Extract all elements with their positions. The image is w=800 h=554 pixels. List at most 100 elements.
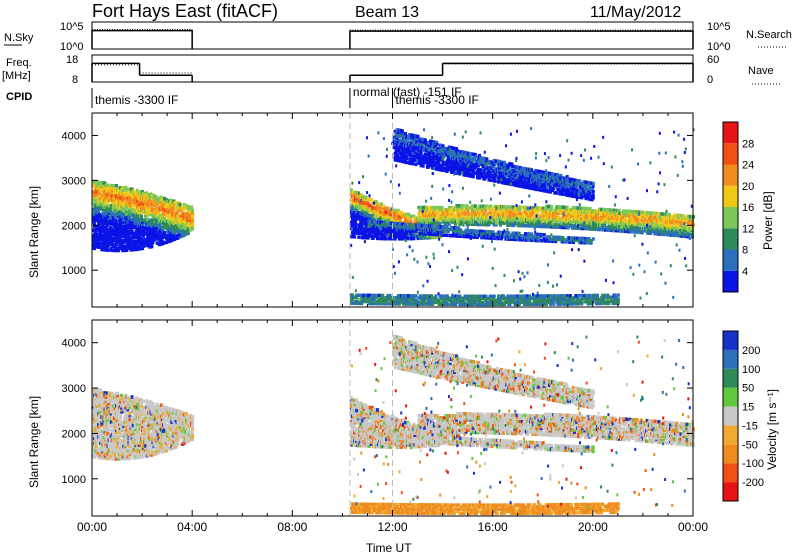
echo-cell: [349, 188, 353, 192]
echo-cell: [98, 182, 102, 187]
echo-cell: [102, 213, 106, 218]
echo-cell: [686, 230, 690, 235]
echo-cell: [363, 201, 367, 206]
echo-cell: [665, 212, 669, 217]
echo-cell: [505, 233, 509, 237]
freq-series: [91, 62, 694, 82]
echo-cell: [472, 166, 476, 171]
echo-cell: [473, 222, 477, 227]
echo-cell: [148, 237, 152, 241]
echo-cell: [371, 230, 375, 234]
echo-cell: [456, 165, 460, 170]
echo-cell: [423, 236, 427, 240]
echo-cell: [453, 166, 457, 171]
echo-cell: [535, 234, 539, 239]
echo-cell: [469, 174, 473, 178]
echo-cell: [688, 218, 692, 223]
echo-cell: [102, 185, 106, 189]
echo-cell: [147, 192, 151, 197]
echo-cell: [114, 196, 118, 200]
echo-cell: [416, 134, 420, 139]
echo-cell: [108, 185, 112, 190]
echo-cell: [625, 225, 629, 230]
echo-cell: [636, 214, 640, 218]
echo-cell: [441, 166, 445, 170]
echo-cell: [179, 208, 183, 212]
echo-cell: [411, 149, 415, 154]
echo-cell: [660, 212, 664, 216]
echo-cell: [155, 200, 159, 205]
echo-cell: [124, 185, 128, 190]
echo-cell: [407, 216, 411, 221]
echo-cell: [373, 218, 377, 222]
echo-cell: [491, 230, 495, 234]
echo-cell: [134, 213, 138, 217]
echo-cell: [402, 152, 406, 156]
echo-cell: [565, 219, 569, 224]
echo-cell: [563, 207, 567, 212]
echo-cell: [603, 209, 607, 214]
echo-cell: [110, 236, 114, 240]
echo-cell: [148, 196, 152, 201]
echo-cell: [678, 232, 682, 236]
echo-cell: [423, 138, 427, 142]
echo-cell: [117, 248, 121, 253]
echo-cell: [478, 161, 482, 166]
echo-cell: [95, 188, 99, 192]
echo-cell: [362, 211, 366, 216]
echo-cell: [425, 217, 429, 222]
echo-cell: [474, 155, 478, 159]
echo-cell: [99, 231, 103, 235]
echo-cell: [551, 219, 555, 223]
echo-cell: [113, 246, 117, 251]
echo-cell: [601, 223, 605, 228]
echo-cell: [126, 220, 130, 224]
echo-cell: [474, 214, 478, 218]
echo-cell: [356, 209, 360, 213]
echo-cell: [612, 208, 616, 213]
echo-cell: [122, 208, 126, 212]
echo-cell: [531, 224, 535, 228]
echo-cell: [128, 191, 132, 196]
echo-cell: [591, 215, 595, 219]
echo-cell: [431, 139, 435, 144]
echo-cell: [586, 225, 590, 229]
echo-cell: [614, 222, 618, 227]
echo-cell: [178, 204, 182, 209]
echo-cell: [523, 209, 527, 214]
echo-cell: [675, 223, 679, 228]
echo-cell: [673, 225, 677, 230]
echo-cell: [98, 190, 102, 195]
echo-cell: [364, 195, 368, 200]
echo-cell: [114, 234, 118, 239]
echo-cell: [433, 164, 437, 169]
echo-cell: [107, 195, 111, 200]
echo-cell: [507, 205, 511, 209]
echo-cell: [367, 230, 371, 234]
echo-cell: [383, 218, 387, 223]
echo-cell: [114, 200, 118, 204]
echo-cell: [658, 230, 662, 234]
echo-cell: [142, 242, 146, 246]
echo-cell: [146, 201, 150, 205]
echo-cell: [468, 230, 472, 235]
echo-cell: [484, 235, 488, 240]
freq-unit-label: [MHz]: [2, 70, 31, 82]
echo-cell: [657, 218, 661, 222]
echo-cell: [131, 233, 135, 238]
echo-cell: [514, 237, 518, 242]
echo-cell: [409, 137, 413, 141]
echo-cell: [554, 237, 558, 242]
echo-cell: [158, 200, 162, 204]
echo-cell: [442, 212, 446, 216]
echo-cell: [679, 224, 683, 228]
echo-cell: [655, 211, 659, 216]
echo-cell: [493, 210, 497, 215]
echo-cell: [671, 217, 675, 221]
echo-cell: [554, 225, 558, 229]
echo-cell: [93, 244, 97, 249]
echo-cell: [424, 205, 428, 210]
echo-cell: [522, 234, 526, 238]
echo-cell: [191, 222, 195, 227]
echo-cell: [504, 219, 508, 223]
